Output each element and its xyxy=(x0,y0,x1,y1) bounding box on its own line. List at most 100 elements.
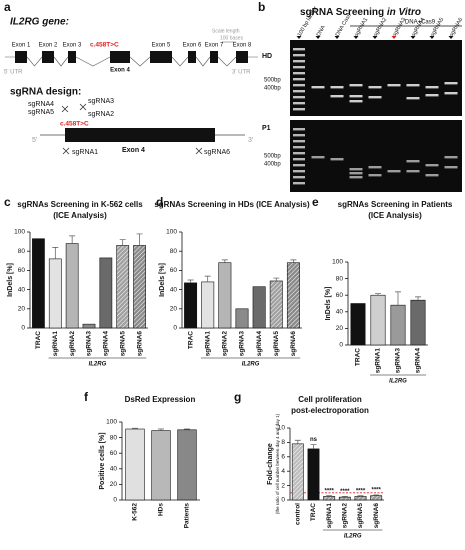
exon-label: Exon 8 xyxy=(233,43,252,49)
y-tick-label: 20 xyxy=(18,306,26,313)
row-label: HD xyxy=(262,53,272,60)
guide-label: sgRNA6 xyxy=(204,149,230,156)
y-tick-label: 60 xyxy=(18,267,26,274)
bar xyxy=(370,495,383,501)
band xyxy=(293,90,305,93)
x-tick-label: sgRNA6 xyxy=(136,331,143,357)
band xyxy=(425,174,439,177)
y-tick-label: 100 xyxy=(166,229,177,236)
error-bar xyxy=(184,428,190,430)
band xyxy=(387,84,401,87)
error-bar xyxy=(341,496,348,498)
band xyxy=(293,108,305,111)
band xyxy=(444,82,458,85)
band xyxy=(444,156,458,159)
bar xyxy=(390,304,406,346)
lane-marker xyxy=(429,36,435,39)
utr-label: 3' UTR xyxy=(232,70,251,76)
band xyxy=(349,100,363,103)
band xyxy=(368,96,382,99)
x-tick-label: sgRNA6 xyxy=(373,503,380,529)
error-bar xyxy=(273,277,280,281)
x-tick-label: sgRNA6 xyxy=(290,331,297,357)
bar xyxy=(338,496,351,501)
panel-letter: e xyxy=(312,195,319,209)
y-tick-label: 80 xyxy=(170,248,178,255)
bar xyxy=(48,258,62,329)
x-tick-label: HDs xyxy=(158,503,165,516)
band xyxy=(293,146,305,149)
lane-label: sgRNA1 xyxy=(354,17,369,38)
exon xyxy=(15,51,27,63)
bar xyxy=(65,243,79,329)
exon xyxy=(188,51,196,63)
x-tick-label: sgRNA5 xyxy=(119,331,126,357)
intron xyxy=(53,56,69,67)
error-bar xyxy=(187,279,194,283)
bar xyxy=(201,281,215,329)
band xyxy=(293,96,305,99)
exon xyxy=(68,51,76,63)
error-bar xyxy=(132,427,138,430)
y-tick-label: 100 xyxy=(332,259,343,266)
bar xyxy=(354,496,367,501)
panel-letter: c xyxy=(4,195,11,209)
chart-title: sgRNAs Screening in K-562 cells xyxy=(17,200,143,209)
intron xyxy=(75,56,111,67)
bar xyxy=(307,448,320,501)
x-tick-label: sgRNA4 xyxy=(415,348,422,374)
design-title: sgRNA design: xyxy=(10,87,81,98)
x-tick-label: sgRNA5 xyxy=(273,331,280,357)
band xyxy=(293,84,305,87)
significance: **** xyxy=(356,488,366,494)
bar xyxy=(323,496,336,501)
band xyxy=(406,97,420,100)
row-label: P1 xyxy=(262,125,271,132)
group-label: IL2RG xyxy=(89,362,107,368)
exon-label: Exon 1 xyxy=(12,43,31,49)
significance: **** xyxy=(324,488,334,494)
x-tick-label: TRAC xyxy=(355,348,362,366)
error-bar xyxy=(373,494,380,496)
band xyxy=(293,182,305,185)
y-tick-label: 20 xyxy=(170,306,178,313)
y-axis-label: InDels [%] xyxy=(7,263,14,297)
band xyxy=(293,48,305,51)
y-axis-label: Positive cells [%] xyxy=(99,432,106,489)
error-bar xyxy=(158,428,164,431)
x-tick-label: TRAC xyxy=(35,331,42,349)
y-tick-label: 0 xyxy=(281,497,285,504)
band xyxy=(293,78,305,81)
band xyxy=(425,94,439,97)
x-tick-label: sgRNA3 xyxy=(239,331,246,357)
exon-label: Exon 6 xyxy=(183,43,202,49)
x-tick-label: sgRNA2 xyxy=(69,331,76,357)
y-axis-label: Fold-change xyxy=(267,443,274,485)
end-label: 5' xyxy=(32,137,37,144)
error-bar xyxy=(294,439,301,444)
significance: ns xyxy=(310,437,318,443)
scissors-icons xyxy=(61,103,203,155)
error-bar xyxy=(357,495,364,497)
y-tick-label: 8 xyxy=(281,439,285,446)
x-tick-label: sgRNA1 xyxy=(375,348,382,374)
error-bar xyxy=(375,293,381,296)
exon-label: Exon 7 xyxy=(205,43,224,49)
panel-letter: f xyxy=(84,390,89,404)
error-bar xyxy=(290,259,297,263)
y-tick-label: 80 xyxy=(110,434,118,441)
marker-label: 400bp xyxy=(264,86,281,92)
y-tick-label: 40 xyxy=(170,286,178,293)
utr-label: 5' UTR xyxy=(4,70,23,76)
band xyxy=(293,140,305,143)
lane-label: sgRNA2 xyxy=(373,17,388,38)
y-axis-label: (the ratio of cell number between day 4 … xyxy=(275,413,280,514)
band xyxy=(293,134,305,137)
y-tick-label: 0 xyxy=(21,325,25,332)
y-tick-label: 2 xyxy=(281,482,285,489)
x-tick-label: TRAC xyxy=(310,503,317,521)
x-tick-label: sgRNA5 xyxy=(357,503,364,529)
panel-letter: a xyxy=(4,0,11,14)
x-tick-label: K-562 xyxy=(132,503,139,521)
